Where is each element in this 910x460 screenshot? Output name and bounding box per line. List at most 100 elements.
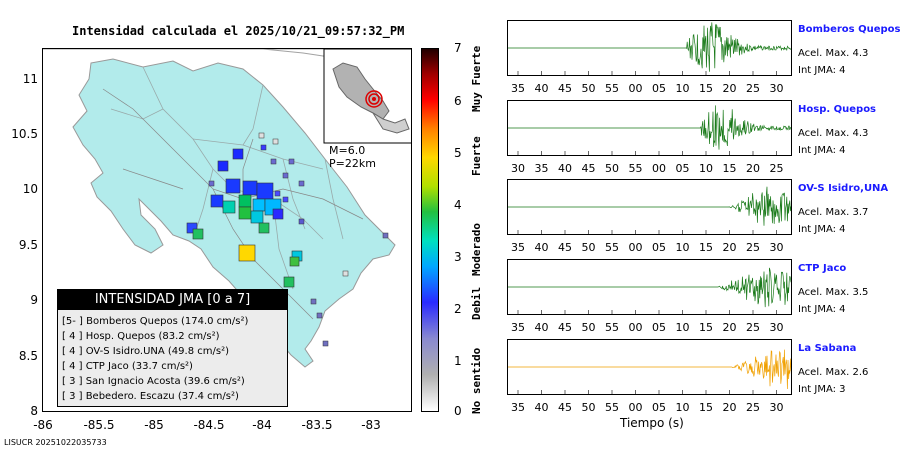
legend-title: INTENSIDAD JMA [0 a 7] xyxy=(58,290,287,310)
station-marker xyxy=(238,244,256,262)
trace-time-axis: 35 40 45 50 55 00 05 10 15 20 25 30 xyxy=(507,321,792,335)
trace-tick-label: 05 xyxy=(675,162,690,175)
colorbar-label: Muy Fuerte xyxy=(470,45,483,112)
trace-tick-label: 15 xyxy=(699,401,713,414)
station-marker xyxy=(250,210,264,224)
trace-tick-label: 00 xyxy=(628,321,643,334)
trace-tick-label: 05 xyxy=(652,82,666,95)
seismogram-trace xyxy=(507,179,792,235)
station-marker xyxy=(222,200,236,214)
lon-tick: -85 xyxy=(144,418,164,432)
trace-tick-label: 20 xyxy=(722,321,737,334)
map-canvas xyxy=(43,49,411,368)
trace-time-axis: 35 40 45 50 55 00 05 10 15 20 25 30 xyxy=(507,401,792,415)
trace-tick-label: 40 xyxy=(534,241,549,254)
station-marker xyxy=(242,180,258,196)
trace-tick-label: 10 xyxy=(675,82,690,95)
station-marker xyxy=(382,232,389,239)
lat-tick: 11 xyxy=(22,72,38,86)
map-title: Intensidad calculada el 2025/10/21_09:57… xyxy=(72,24,405,38)
station-marker xyxy=(283,276,295,288)
trace-tick-label: 40 xyxy=(558,162,572,175)
station-name[interactable]: Bomberos Quepos xyxy=(798,24,901,35)
trace-tick-label: 20 xyxy=(722,401,737,414)
station-intensity: Int JMA: 3 xyxy=(798,384,846,395)
station-intensity: Int JMA: 4 xyxy=(798,304,846,315)
legend-row: [5- ] Bomberos Quepos (174.0 cm/s²) xyxy=(62,316,249,327)
station-max-accel: Acel. Max. 2.6 xyxy=(798,367,869,378)
trace-tick-label: 15 xyxy=(699,241,713,254)
trace-tick-label: 10 xyxy=(675,241,690,254)
trace-tick-label: 35 xyxy=(511,321,525,334)
trace-tick-label: 00 xyxy=(628,241,643,254)
station-marker xyxy=(270,158,277,165)
station-marker xyxy=(342,270,349,277)
lon-tick: -84.5 xyxy=(193,418,225,432)
station-name[interactable]: CTP Jaco xyxy=(798,263,847,274)
legend-row: [ 3 ] Bebedero. Escazu (37.4 cm/s²) xyxy=(62,391,239,402)
station-marker xyxy=(322,340,329,347)
trace-tick-label: 35 xyxy=(511,401,525,414)
colorbar-label: Moderado xyxy=(470,223,483,276)
station-name[interactable]: Hosp. Quepos xyxy=(798,104,877,115)
station-marker xyxy=(232,148,244,160)
trace-tick-label: 05 xyxy=(652,401,666,414)
trace-tick-label: 10 xyxy=(699,162,713,175)
trace-tick-label: 50 xyxy=(605,162,619,175)
lat-tick: 10 xyxy=(22,182,38,196)
trace-tick-label: 00 xyxy=(628,82,643,95)
trace-tick-label: 40 xyxy=(534,82,549,95)
lat-tick: 8.5 xyxy=(18,349,38,363)
trace-tick-label: 05 xyxy=(652,241,666,254)
colorbar-tick: 6 xyxy=(454,94,462,108)
station-name[interactable]: OV-S Isidro,UNA xyxy=(798,183,889,194)
station-marker xyxy=(238,194,252,208)
trace-tick-label: 25 xyxy=(769,162,784,175)
lon-tick: -86 xyxy=(33,418,53,432)
trace-time-axis: 30 35 40 45 50 55 00 05 10 15 20 25 xyxy=(507,162,792,176)
lat-tick: 9 xyxy=(30,293,38,307)
trace-tick-label: 55 xyxy=(605,82,619,95)
station-marker xyxy=(282,172,289,179)
trace-line xyxy=(508,105,791,150)
trace-tick-label: 30 xyxy=(511,162,525,175)
trace-tick-label: 10 xyxy=(675,321,690,334)
trace-time-axis: 35 40 45 50 55 00 05 10 15 20 25 30 xyxy=(507,241,792,255)
lon-tick: -83.5 xyxy=(301,418,333,432)
lat-tick: 10.5 xyxy=(11,127,38,141)
trace-tick-label: 25 xyxy=(746,401,760,414)
station-marker xyxy=(272,208,284,220)
trace-line xyxy=(508,349,791,390)
trace-tick-label: 30 xyxy=(769,241,784,254)
colorbar-tick: 7 xyxy=(454,41,462,55)
station-marker xyxy=(186,222,198,234)
trace-tick-label: 20 xyxy=(722,82,737,95)
trace-waveform xyxy=(508,349,791,394)
legend-row: [ 4 ] OV-S Isidro.UNA (49.8 cm/s²) xyxy=(62,346,229,357)
trace-tick-label: 35 xyxy=(511,241,525,254)
station-marker xyxy=(256,182,274,200)
trace-tick-label: 55 xyxy=(628,162,643,175)
trace-tick-label: 45 xyxy=(558,401,572,414)
trace-tick-label: 15 xyxy=(699,321,713,334)
trace-tick-label: 50 xyxy=(581,82,596,95)
station-marker xyxy=(258,132,265,139)
trace-tick-label: 25 xyxy=(746,82,760,95)
station-name[interactable]: La Sabana xyxy=(798,343,857,354)
trace-tick-label: 20 xyxy=(746,162,760,175)
colorbar-label: Debil xyxy=(470,286,483,320)
seismogram-trace xyxy=(507,20,792,76)
station-marker xyxy=(298,218,305,225)
trace-tick-label: 35 xyxy=(511,82,525,95)
trace-tick-label: 00 xyxy=(652,162,666,175)
trace-tick-label: 30 xyxy=(769,82,784,95)
lon-tick: -85.5 xyxy=(83,418,115,432)
colorbar-tick: 1 xyxy=(454,354,462,368)
legend-row: [ 4 ] CTP Jaco (33.7 cm/s²) xyxy=(62,361,193,372)
legend-row: [ 4 ] Hosp. Quepos (83.2 cm/s²) xyxy=(62,331,220,342)
station-marker xyxy=(238,206,252,220)
station-marker xyxy=(274,190,281,197)
trace-tick-label: 20 xyxy=(722,241,737,254)
station-intensity: Int JMA: 4 xyxy=(798,224,846,235)
colorbar-tick: 4 xyxy=(454,198,462,212)
